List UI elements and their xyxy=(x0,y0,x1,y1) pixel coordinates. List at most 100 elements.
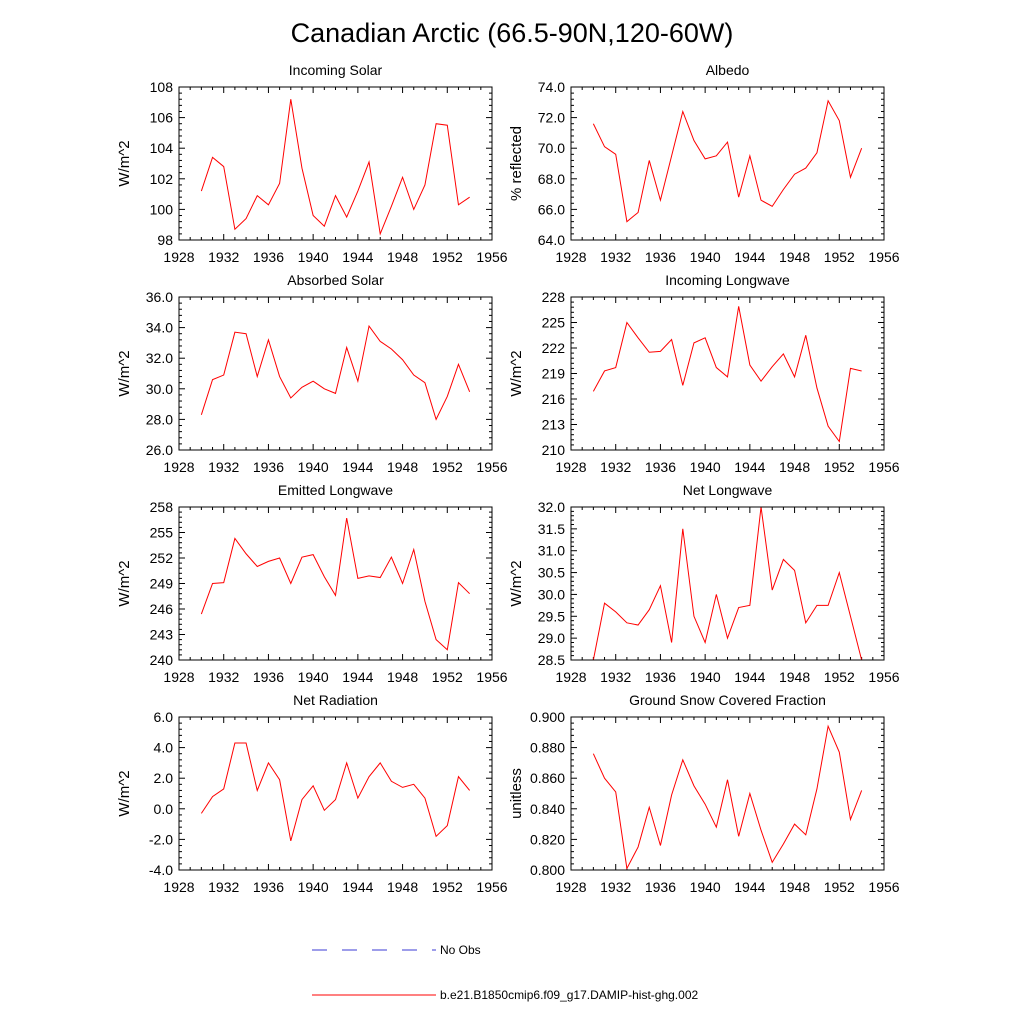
absorbed-solar-ylabel: W/m^2 xyxy=(116,350,133,396)
emitted-longwave-ylabel: W/m^2 xyxy=(116,560,133,606)
incoming-solar-xtick-label: 1952 xyxy=(432,249,463,265)
net-radiation-xtick-label: 1940 xyxy=(298,879,329,895)
figure-title: Canadian Arctic (66.5-90N,120-60W) xyxy=(291,18,734,48)
ground-snow-covered-fraction-xtick-label: 1952 xyxy=(824,879,855,895)
net-longwave-ytick-label: 31.0 xyxy=(538,543,565,559)
emitted-longwave-ytick-label: 255 xyxy=(150,525,174,541)
net-longwave-series-line xyxy=(592,507,863,660)
ground-snow-covered-fraction-ytick-label: 0.860 xyxy=(530,770,565,786)
albedo-frame xyxy=(570,86,885,241)
incoming-solar-xtick-label: 1936 xyxy=(253,249,284,265)
net-longwave-xtick-label: 1948 xyxy=(779,669,810,685)
emitted-longwave-xtick-label: 1932 xyxy=(208,669,239,685)
emitted-longwave-xtick-label: 1948 xyxy=(387,669,418,685)
net-longwave-ylabel: W/m^2 xyxy=(508,560,525,606)
albedo-ylabel: % reflected xyxy=(508,126,525,201)
albedo-series-line xyxy=(592,99,863,223)
net-radiation-xtick-label: 1932 xyxy=(208,879,239,895)
incoming-solar-xtick-label: 1956 xyxy=(476,249,507,265)
ground-snow-covered-fraction-ytick-label: 0.820 xyxy=(530,831,565,847)
net-longwave-ytick-label: 31.5 xyxy=(538,521,565,537)
absorbed-solar-xtick-label: 1948 xyxy=(387,459,418,475)
net-radiation-title: Net Radiation xyxy=(293,692,378,708)
emitted-longwave-xtick-label: 1928 xyxy=(163,669,194,685)
absorbed-solar-xtick-label: 1944 xyxy=(342,459,373,475)
net-radiation-ytick-label: 4.0 xyxy=(154,740,174,756)
incoming-solar-xtick-label: 1932 xyxy=(208,249,239,265)
incoming-solar-ytick-label: 98 xyxy=(157,232,173,248)
emitted-longwave-xtick-label: 1940 xyxy=(298,669,329,685)
ground-snow-covered-fraction-frame xyxy=(570,716,885,871)
ground-snow-covered-fraction-series-line xyxy=(592,724,863,870)
net-radiation-ylabel: W/m^2 xyxy=(116,770,133,816)
ground-snow-covered-fraction-xtick-label: 1932 xyxy=(600,879,631,895)
incoming-solar-title: Incoming Solar xyxy=(289,62,383,78)
net-radiation-xtick-label: 1956 xyxy=(476,879,507,895)
absorbed-solar-xtick-label: 1932 xyxy=(208,459,239,475)
absorbed-solar-ytick-label: 32.0 xyxy=(146,350,173,366)
albedo-ytick-label: 70.0 xyxy=(538,140,565,156)
emitted-longwave-xtick-label: 1936 xyxy=(253,669,284,685)
albedo-xtick-label: 1952 xyxy=(824,249,855,265)
net-longwave-xtick-label: 1952 xyxy=(824,669,855,685)
emitted-longwave-title: Emitted Longwave xyxy=(278,482,393,498)
albedo-xtick-label: 1928 xyxy=(555,249,586,265)
panel-ground-snow-covered-fraction: Ground Snow Covered Fraction unitless 1928… xyxy=(508,692,900,895)
incoming-solar-ytick-label: 106 xyxy=(150,110,174,126)
panel-incoming-longwave: Incoming Longwave W/m^2 1928 1932 1936 1940 19… xyxy=(508,272,900,475)
absorbed-solar-xtick-label: 1940 xyxy=(298,459,329,475)
legend-no-obs-label: No Obs xyxy=(440,943,481,957)
emitted-longwave-ytick-label: 240 xyxy=(150,652,174,668)
ground-snow-covered-fraction-ytick-label: 0.800 xyxy=(530,862,565,878)
net-longwave-ytick-label: 32.0 xyxy=(538,499,565,515)
incoming-longwave-ytick-label: 219 xyxy=(542,366,566,382)
absorbed-solar-xtick-label: 1936 xyxy=(253,459,284,475)
net-radiation-xtick-label: 1936 xyxy=(253,879,284,895)
incoming-longwave-ytick-label: 225 xyxy=(542,315,566,331)
emitted-longwave-ytick-label: 246 xyxy=(150,601,174,617)
incoming-longwave-xtick-label: 1940 xyxy=(690,459,721,475)
net-radiation-xtick-label: 1948 xyxy=(387,879,418,895)
incoming-longwave-xtick-label: 1928 xyxy=(555,459,586,475)
incoming-longwave-xtick-label: 1936 xyxy=(645,459,676,475)
incoming-solar-xtick-label: 1944 xyxy=(342,249,373,265)
net-radiation-xtick-label: 1928 xyxy=(163,879,194,895)
albedo-xtick-label: 1956 xyxy=(868,249,899,265)
net-longwave-ytick-label: 30.0 xyxy=(538,586,565,602)
panel-emitted-longwave: Emitted Longwave W/m^2 1928 1932 1936 1940 194… xyxy=(116,482,508,685)
absorbed-solar-series-line xyxy=(200,324,471,421)
absorbed-solar-xtick-label: 1928 xyxy=(163,459,194,475)
net-longwave-ytick-label: 29.5 xyxy=(538,608,565,624)
emitted-longwave-xtick-label: 1944 xyxy=(342,669,373,685)
panel-albedo: Albedo % reflected 1928 1932 1936 1940 1944 194… xyxy=(508,62,900,265)
ground-snow-covered-fraction-xtick-label: 1948 xyxy=(779,879,810,895)
legend: No Obs b.e21.B1850cmip6.f09_g17.DAMIP-hi… xyxy=(312,943,698,1002)
net-longwave-title: Net Longwave xyxy=(683,482,773,498)
net-longwave-ytick-label: 30.5 xyxy=(538,565,565,581)
panel-net-radiation: Net Radiation W/m^2 1928 1932 1936 1940 1944 19… xyxy=(116,692,508,895)
incoming-longwave-frame xyxy=(570,296,885,451)
incoming-longwave-xtick-label: 1944 xyxy=(734,459,765,475)
absorbed-solar-ytick-label: 36.0 xyxy=(146,289,173,305)
emitted-longwave-xtick-label: 1956 xyxy=(476,669,507,685)
panel-net-longwave: Net Longwave W/m^2 1928 1932 1936 1940 1944 194… xyxy=(508,482,900,685)
net-radiation-frame xyxy=(178,716,493,871)
net-longwave-ytick-label: 28.5 xyxy=(538,652,565,668)
panels-grid: Incoming Solar W/m^2 1928 1932 1936 1940 1944 1… xyxy=(116,62,900,895)
net-radiation-ytick-label: -4.0 xyxy=(149,862,173,878)
emitted-longwave-ytick-label: 249 xyxy=(150,576,174,592)
incoming-longwave-ytick-label: 228 xyxy=(542,289,566,305)
incoming-longwave-ytick-label: 210 xyxy=(542,442,566,458)
absorbed-solar-ytick-label: 34.0 xyxy=(146,320,173,336)
net-longwave-xtick-label: 1932 xyxy=(600,669,631,685)
legend-model-label: b.e21.B1850cmip6.f09_g17.DAMIP-hist-ghg.… xyxy=(440,988,698,1002)
emitted-longwave-ytick-label: 252 xyxy=(150,550,174,566)
incoming-solar-ytick-label: 100 xyxy=(150,201,174,217)
incoming-longwave-title: Incoming Longwave xyxy=(665,272,790,288)
incoming-solar-ytick-label: 104 xyxy=(150,140,174,156)
emitted-longwave-series-line xyxy=(200,517,470,651)
absorbed-solar-frame xyxy=(178,296,493,451)
albedo-xtick-label: 1948 xyxy=(779,249,810,265)
emitted-longwave-ytick-label: 258 xyxy=(150,499,174,515)
